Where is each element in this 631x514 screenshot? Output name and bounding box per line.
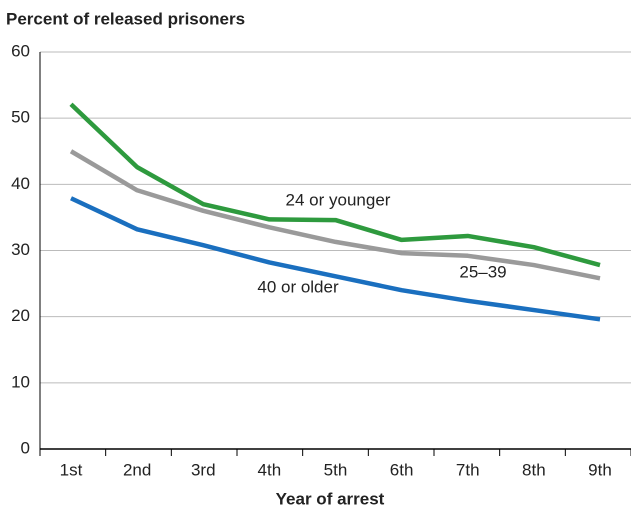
series-label: 40 or older xyxy=(257,277,339,296)
chart-title: Percent of released prisoners xyxy=(6,9,245,28)
y-tick-label: 20 xyxy=(11,306,30,325)
x-tick-label: 9th xyxy=(588,460,612,479)
x-tick-label: 5th xyxy=(324,460,348,479)
series-label: 24 or younger xyxy=(286,190,391,209)
x-tick-label: 1st xyxy=(60,460,83,479)
y-tick-label: 30 xyxy=(11,240,30,259)
x-axis-label: Year of arrest xyxy=(276,489,385,508)
y-tick-label: 60 xyxy=(11,41,30,60)
x-tick-label: 3rd xyxy=(191,460,216,479)
x-tick-label: 8th xyxy=(522,460,546,479)
series-line xyxy=(70,196,601,322)
x-tick-label: 6th xyxy=(390,460,414,479)
y-tick-label: 40 xyxy=(11,174,30,193)
y-tick-label: 50 xyxy=(11,108,30,127)
series-line xyxy=(69,149,601,281)
series-line xyxy=(69,102,601,268)
x-tick-label: 7th xyxy=(456,460,480,479)
y-tick-label: 10 xyxy=(11,372,30,391)
series-label: 25–39 xyxy=(459,262,506,281)
x-tick-label: 4th xyxy=(258,460,282,479)
y-tick-label: 0 xyxy=(21,438,30,457)
x-tick-label: 2nd xyxy=(123,460,151,479)
